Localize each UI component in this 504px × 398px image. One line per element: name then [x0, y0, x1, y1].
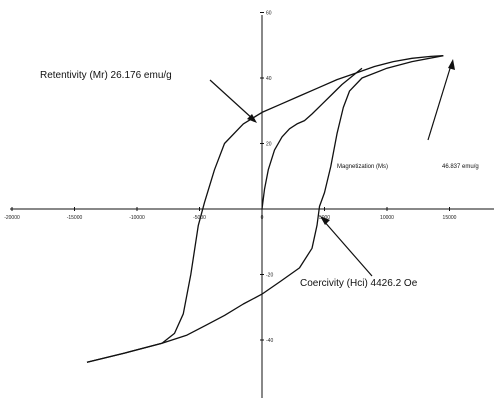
y-tick-label: 20	[266, 142, 272, 148]
x-tick-label: -5000	[193, 215, 206, 221]
hysteresis-ascending-branch	[86, 55, 444, 363]
coercivity-arrow-head	[320, 216, 330, 225]
y-tick-label: 60	[266, 11, 272, 17]
initial-magnetization-curve	[261, 67, 363, 210]
x-tick-label: -15000	[67, 215, 83, 221]
magnetization-annotation: Magnetization (Ms)	[337, 164, 388, 170]
magnetization-value-annotation: 46.837 emu/g	[442, 164, 479, 170]
curves-layer	[86, 55, 444, 363]
magnetization-arrow	[427, 61, 453, 141]
x-tick-label: -20000	[4, 215, 20, 221]
y-tick-label: 40	[266, 76, 272, 82]
retentivity-annotation: Retentivity (Mr) 26.176 emu/g	[40, 70, 172, 81]
x-tick-label: 10000	[380, 215, 394, 221]
x-tick-label: -10000	[129, 215, 145, 221]
coercivity-arrow	[322, 219, 373, 277]
hysteresis-descending-branch	[86, 55, 444, 363]
retentivity-arrow	[209, 79, 255, 121]
x-tick-label: 0	[261, 215, 264, 221]
y-tick-label: -40	[266, 338, 273, 344]
magnetization-arrow-head	[448, 59, 455, 70]
x-tick-label: 15000	[443, 215, 457, 221]
retentivity-arrow-head	[247, 114, 257, 123]
coercivity-annotation: Coercivity (Hci) 4426.2 Oe	[300, 278, 418, 289]
annotations-layer: Retentivity (Mr) 26.176 emu/g Magnetizat…	[40, 59, 479, 289]
y-tick-label: -20	[266, 273, 273, 279]
